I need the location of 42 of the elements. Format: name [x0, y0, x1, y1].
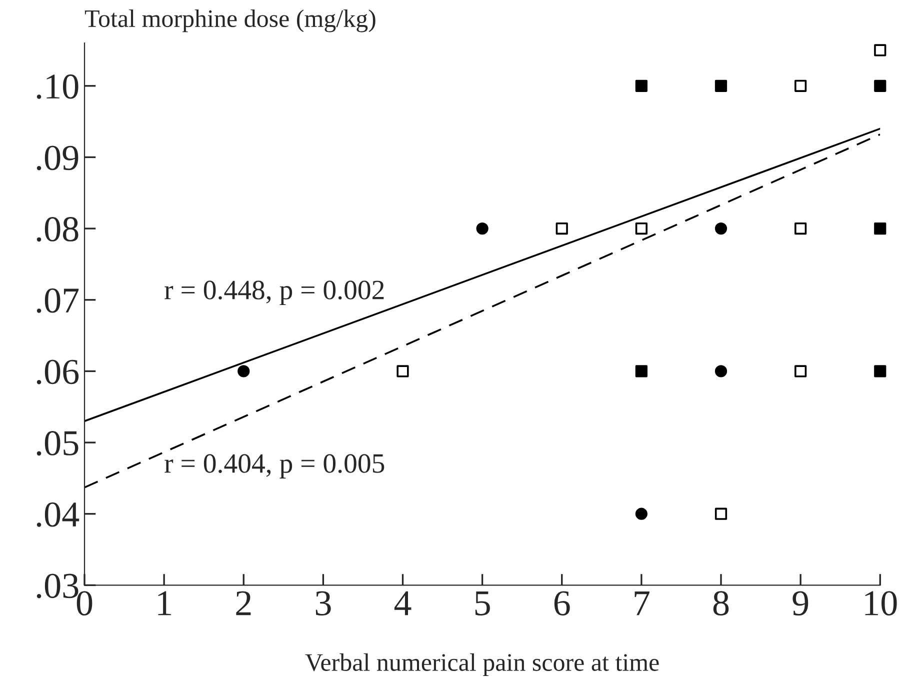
annotation: r = 0.404, p = 0.005 — [164, 454, 384, 479]
point — [238, 365, 250, 378]
x-tick-label: 6 — [554, 591, 570, 616]
point — [396, 365, 409, 378]
point — [794, 80, 807, 92]
x-tick-label: 10 — [865, 591, 897, 616]
point — [874, 44, 886, 56]
x-tick-label: 1 — [158, 591, 171, 616]
point — [794, 222, 807, 235]
x-tick-label: 8 — [713, 591, 729, 616]
y-tick-label: .08 — [36, 217, 78, 242]
annotation: r = 0.448, p = 0.002 — [164, 280, 384, 306]
y-tick-label: .07 — [36, 288, 79, 313]
point — [556, 222, 568, 235]
point — [714, 80, 728, 92]
point — [635, 365, 648, 378]
point — [874, 222, 886, 235]
point — [635, 508, 648, 520]
point — [714, 222, 728, 235]
x-tick-label: 3 — [316, 591, 331, 616]
point — [714, 365, 728, 378]
x-tick-label: 2 — [236, 591, 251, 616]
point — [476, 222, 488, 235]
y-axis-title: Total morphine dose (mg/kg) — [84, 10, 376, 32]
y-tick-label: .03 — [36, 574, 78, 598]
x-axis-title: Verbal numerical pain score at time — [305, 653, 659, 676]
y-tick-label: .04 — [36, 502, 80, 527]
point — [635, 222, 648, 235]
x-tick-label: 0 — [76, 591, 92, 616]
x-tick-label: 9 — [792, 591, 808, 616]
point — [635, 80, 648, 92]
point — [794, 365, 807, 378]
x-tick-label: 4 — [394, 591, 412, 616]
y-tick-label: .05 — [36, 431, 78, 456]
point — [714, 508, 728, 520]
x-tick-label: 5 — [475, 591, 490, 616]
x-tick-label: 7 — [634, 591, 650, 616]
y-tick-label: .06 — [36, 360, 79, 384]
y-tick-label: .10 — [36, 74, 78, 99]
point — [874, 80, 886, 92]
point — [874, 365, 886, 378]
y-tick-label: .09 — [36, 146, 78, 170]
